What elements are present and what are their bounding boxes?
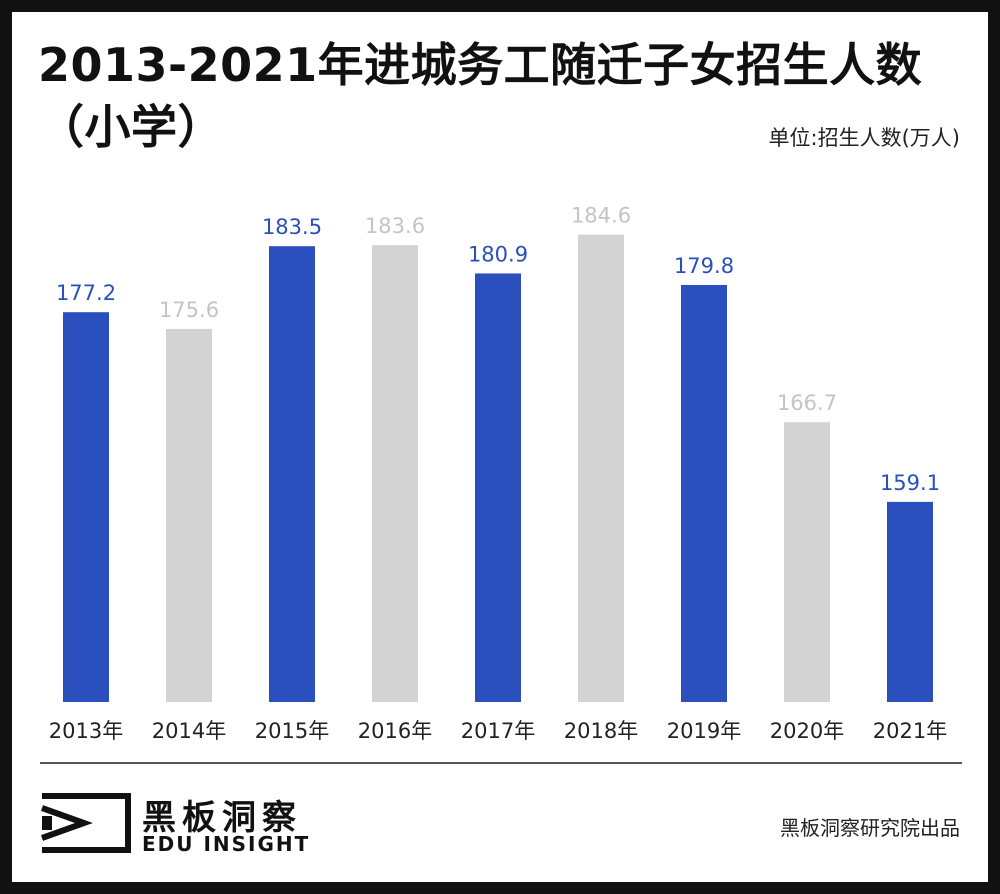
value-label-4: 180.9 [468, 242, 528, 266]
title-line-1: 2013-2021年进城务工随迁子女招生人数 [38, 38, 923, 92]
title-line-2: （小学） [38, 100, 224, 154]
bar-0 [63, 312, 109, 702]
value-label-8: 159.1 [880, 471, 940, 495]
bar-5 [578, 234, 624, 703]
bar-1 [166, 328, 212, 702]
brand-name-en: EDU INSIGHT [142, 832, 311, 856]
brand-name-cn: 黑板洞察 [142, 798, 302, 838]
x-tick-label-6: 2019年 [667, 719, 741, 743]
bar-chart: 177.2 2013年 175.6 2014年 183.5 2015年 183.6 2016年… [49, 204, 947, 743]
x-tick-label-2: 2015年 [255, 719, 329, 743]
source-credit: 黑板洞察研究院出品 [780, 816, 960, 840]
x-tick-label-5: 2018年 [564, 719, 638, 743]
chart-title: 2013-2021年进城务工随迁子女招生人数 （小学） [38, 34, 978, 158]
bar-4 [475, 273, 521, 702]
x-tick-label-7: 2020年 [770, 719, 844, 743]
bar-6 [681, 284, 727, 702]
footer-divider [40, 762, 962, 764]
x-tick-label-3: 2016年 [358, 719, 432, 743]
x-tick-label-8: 2021年 [873, 719, 947, 743]
bar-8 [887, 501, 933, 702]
x-tick-label-1: 2014年 [152, 719, 226, 743]
value-label-6: 179.8 [674, 254, 734, 278]
edu-insight-logo-icon [40, 793, 131, 853]
x-tick-label-4: 2017年 [461, 719, 535, 743]
chart-frame: 2013-2021年进城务工随迁子女招生人数 （小学） 单位:招生人数(万人) … [12, 12, 988, 882]
value-label-2: 183.5 [262, 215, 322, 239]
bar-3 [372, 245, 418, 702]
bar-7 [784, 422, 830, 702]
unit-label: 单位:招生人数(万人) [768, 126, 960, 150]
value-label-5: 184.6 [571, 204, 631, 228]
bar-2 [269, 246, 315, 702]
x-tick-label-0: 2013年 [49, 719, 123, 743]
value-label-3: 183.6 [365, 214, 425, 238]
value-label-1: 175.6 [159, 298, 219, 322]
value-label-7: 166.7 [777, 391, 837, 415]
value-label-0: 177.2 [56, 281, 116, 305]
